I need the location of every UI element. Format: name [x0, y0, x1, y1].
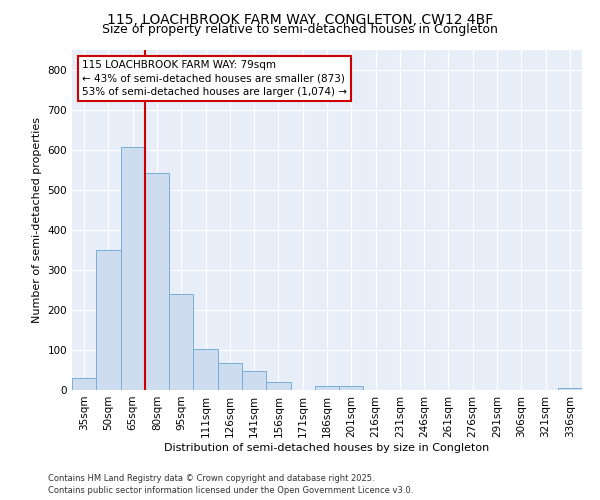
Bar — [193, 349, 218, 390]
Bar — [96, 250, 121, 390]
Text: 115 LOACHBROOK FARM WAY: 79sqm
← 43% of semi-detached houses are smaller (873)
5: 115 LOACHBROOK FARM WAY: 79sqm ← 43% of … — [82, 60, 347, 96]
Bar — [121, 147, 145, 390]
Y-axis label: Number of semi-detached properties: Number of semi-detached properties — [32, 117, 42, 323]
Bar — [169, 294, 193, 390]
Bar — [266, 382, 290, 390]
Bar — [145, 173, 169, 390]
Bar — [339, 386, 364, 390]
Bar — [558, 388, 582, 390]
Text: Contains HM Land Registry data © Crown copyright and database right 2025.
Contai: Contains HM Land Registry data © Crown c… — [48, 474, 413, 495]
X-axis label: Distribution of semi-detached houses by size in Congleton: Distribution of semi-detached houses by … — [164, 442, 490, 452]
Text: Size of property relative to semi-detached houses in Congleton: Size of property relative to semi-detach… — [102, 22, 498, 36]
Bar — [315, 386, 339, 390]
Text: 115, LOACHBROOK FARM WAY, CONGLETON, CW12 4BF: 115, LOACHBROOK FARM WAY, CONGLETON, CW1… — [107, 12, 493, 26]
Bar — [72, 378, 96, 390]
Bar — [218, 363, 242, 390]
Bar — [242, 371, 266, 390]
